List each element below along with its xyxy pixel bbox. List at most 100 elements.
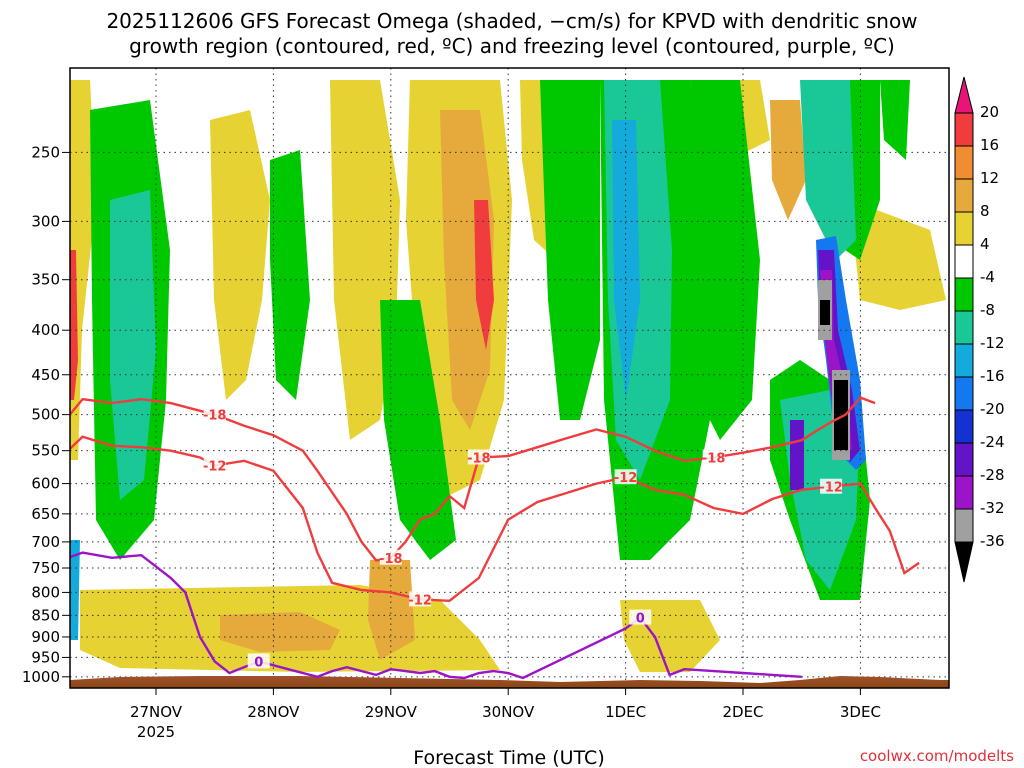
colorbar-tick-label: -12 — [980, 334, 1005, 352]
colorbar-tick-label: 16 — [980, 136, 999, 154]
colorbar-tick-label: 8 — [980, 202, 990, 220]
x-axis-label: Forecast Time (UTC) — [413, 747, 604, 768]
omega-shade-orange-low — [220, 612, 340, 652]
omega-shade-orange-d — [440, 110, 494, 430]
contour-dgz-minus18-label-bg — [467, 449, 490, 465]
colorbar-tick-label: -24 — [980, 433, 1005, 451]
omega-shade-blue-a — [70, 540, 80, 640]
contour-dgz-minus12-label-bg — [203, 457, 226, 473]
contour-dgz-minus18-label: -18 — [467, 451, 491, 466]
y-tick-label: 650 — [31, 505, 60, 523]
y-tick-label: 850 — [31, 606, 60, 624]
omega-shade-yellow-late — [850, 200, 946, 310]
colorbar-segment — [954, 244, 974, 279]
colorbar-extend-bottom — [954, 541, 974, 583]
y-tick-label: 900 — [31, 628, 60, 646]
y-tick-label: 700 — [31, 533, 60, 551]
omega-shade-cyan-h — [800, 80, 856, 260]
y-tick-label: 500 — [31, 406, 60, 424]
contour-dgz-minus18-label-bg — [203, 406, 226, 422]
contour-dgz-minus12-label-bg — [820, 478, 843, 494]
colorbar-extend-top — [954, 76, 974, 114]
y-tick-label: 300 — [31, 212, 60, 230]
x-axis: 27NOV 28NOV 29NOV 30NOV 1DEC 2DEC 3DEC — [130, 688, 881, 721]
omega-shade-red-a — [70, 250, 78, 400]
y-tick-label: 250 — [31, 143, 60, 161]
contour-dgz-minus18-label: -18 — [702, 451, 726, 466]
omega-shade-purple-patch — [790, 420, 804, 490]
colorbar-tick-label: 12 — [980, 169, 999, 187]
colorbar-tick-label: -20 — [980, 400, 1005, 418]
colorbar-tick-label: -36 — [980, 532, 1005, 550]
x-tick-label: 27NOV — [130, 703, 183, 721]
contour-dgz-minus12-label: -12 — [203, 460, 227, 475]
chart-title-line-1: 2025112606 GFS Forecast Omega (shaded, −… — [106, 9, 917, 33]
y-tick-label: 350 — [31, 271, 60, 289]
contour-freezing-level-label: 0 — [636, 612, 645, 627]
colorbar-segment — [954, 409, 974, 444]
contour-dgz-minus18-label-bg — [379, 549, 402, 565]
colorbar-tick-label: -8 — [980, 301, 995, 319]
omega-shade-green-b — [270, 150, 310, 400]
x-year-label: 2025 — [137, 723, 175, 741]
plot-frame — [69, 67, 950, 689]
colorbar: 20 16 12 8 4 -4 -8 -12 -16 -20 -24 -28 -32 -36 — [954, 76, 1005, 583]
colorbar-segment — [954, 508, 974, 543]
plot-area: -18 -18 -18 -18 -12 -12 -12 -12 0 0 — [69, 67, 950, 689]
contour-freezing-level-label-bg — [247, 653, 270, 669]
omega-shade-blue-e — [612, 120, 640, 400]
colorbar-segment — [954, 343, 974, 378]
x-tick-label: 2DEC — [722, 703, 763, 721]
colorbar-tick-label: -16 — [980, 367, 1005, 385]
y-tick-label: 450 — [31, 366, 60, 384]
contour-dgz-minus18-label-bg — [702, 449, 725, 465]
colorbar-tick-label: -32 — [980, 499, 1005, 517]
x-tick-label: 1DEC — [605, 703, 646, 721]
colorbar-segment — [954, 178, 974, 213]
omega-shade-orange-late — [770, 100, 806, 220]
y-tick-label: 550 — [31, 442, 60, 460]
chart-title-line-2: growth region (contoured, red, ºC) and f… — [129, 34, 895, 58]
colorbar-tick-label: 4 — [980, 235, 990, 253]
y-tick-label: 400 — [31, 321, 60, 339]
y-tick-label: 800 — [31, 583, 60, 601]
contour-dgz-minus12-label: -12 — [614, 471, 638, 486]
y-axis: 250 300 350 400 450 500 550 600 650 700 750 800 850 9… — [22, 143, 70, 686]
contour-dgz-minus12-label-bg — [409, 591, 432, 607]
colorbar-segment — [954, 376, 974, 411]
colorbar-segment — [954, 211, 974, 246]
credit-text: coolwx.com/modelts — [860, 747, 1014, 765]
x-tick-label: 28NOV — [247, 703, 300, 721]
colorbar-segment — [954, 145, 974, 180]
contour-dgz-minus12-label: -12 — [819, 481, 843, 496]
x-tick-label: 3DEC — [840, 703, 881, 721]
y-tick-label: 600 — [31, 475, 60, 493]
y-tick-label: 1000 — [22, 668, 60, 686]
omega-shade-green-i — [880, 80, 910, 160]
omega-shade-red-d — [474, 200, 494, 350]
colorbar-segment — [954, 112, 974, 147]
omega-shade-orange-low-b — [368, 560, 415, 660]
contour-freezing-level-label: 0 — [254, 655, 263, 670]
contour-freezing-level-label-bg — [629, 609, 652, 625]
contour-dgz-minus12-label-bg — [614, 469, 637, 485]
y-tick-label: 950 — [31, 648, 60, 666]
omega-shade-black-core — [820, 300, 830, 325]
colorbar-segment — [954, 310, 974, 345]
omega-shade-green-c — [380, 300, 456, 560]
omega-shade-cyan-a — [110, 190, 156, 500]
colorbar-segment — [954, 475, 974, 510]
colorbar-segment — [954, 277, 974, 312]
contour-freezing-level — [70, 551, 802, 680]
colorbar-segment — [954, 442, 974, 477]
grid-lines — [70, 68, 949, 688]
colorbar-tick-label: -28 — [980, 466, 1005, 484]
y-tick-label: 750 — [31, 559, 60, 577]
omega-shade-yellow-b — [210, 110, 270, 400]
omega-shade-green-d — [540, 80, 600, 420]
contour-dgz-minus18-label: -18 — [203, 409, 227, 424]
x-tick-label: 29NOV — [365, 703, 418, 721]
colorbar-tick-label: 20 — [980, 103, 999, 121]
x-tick-label: 30NOV — [482, 703, 535, 721]
